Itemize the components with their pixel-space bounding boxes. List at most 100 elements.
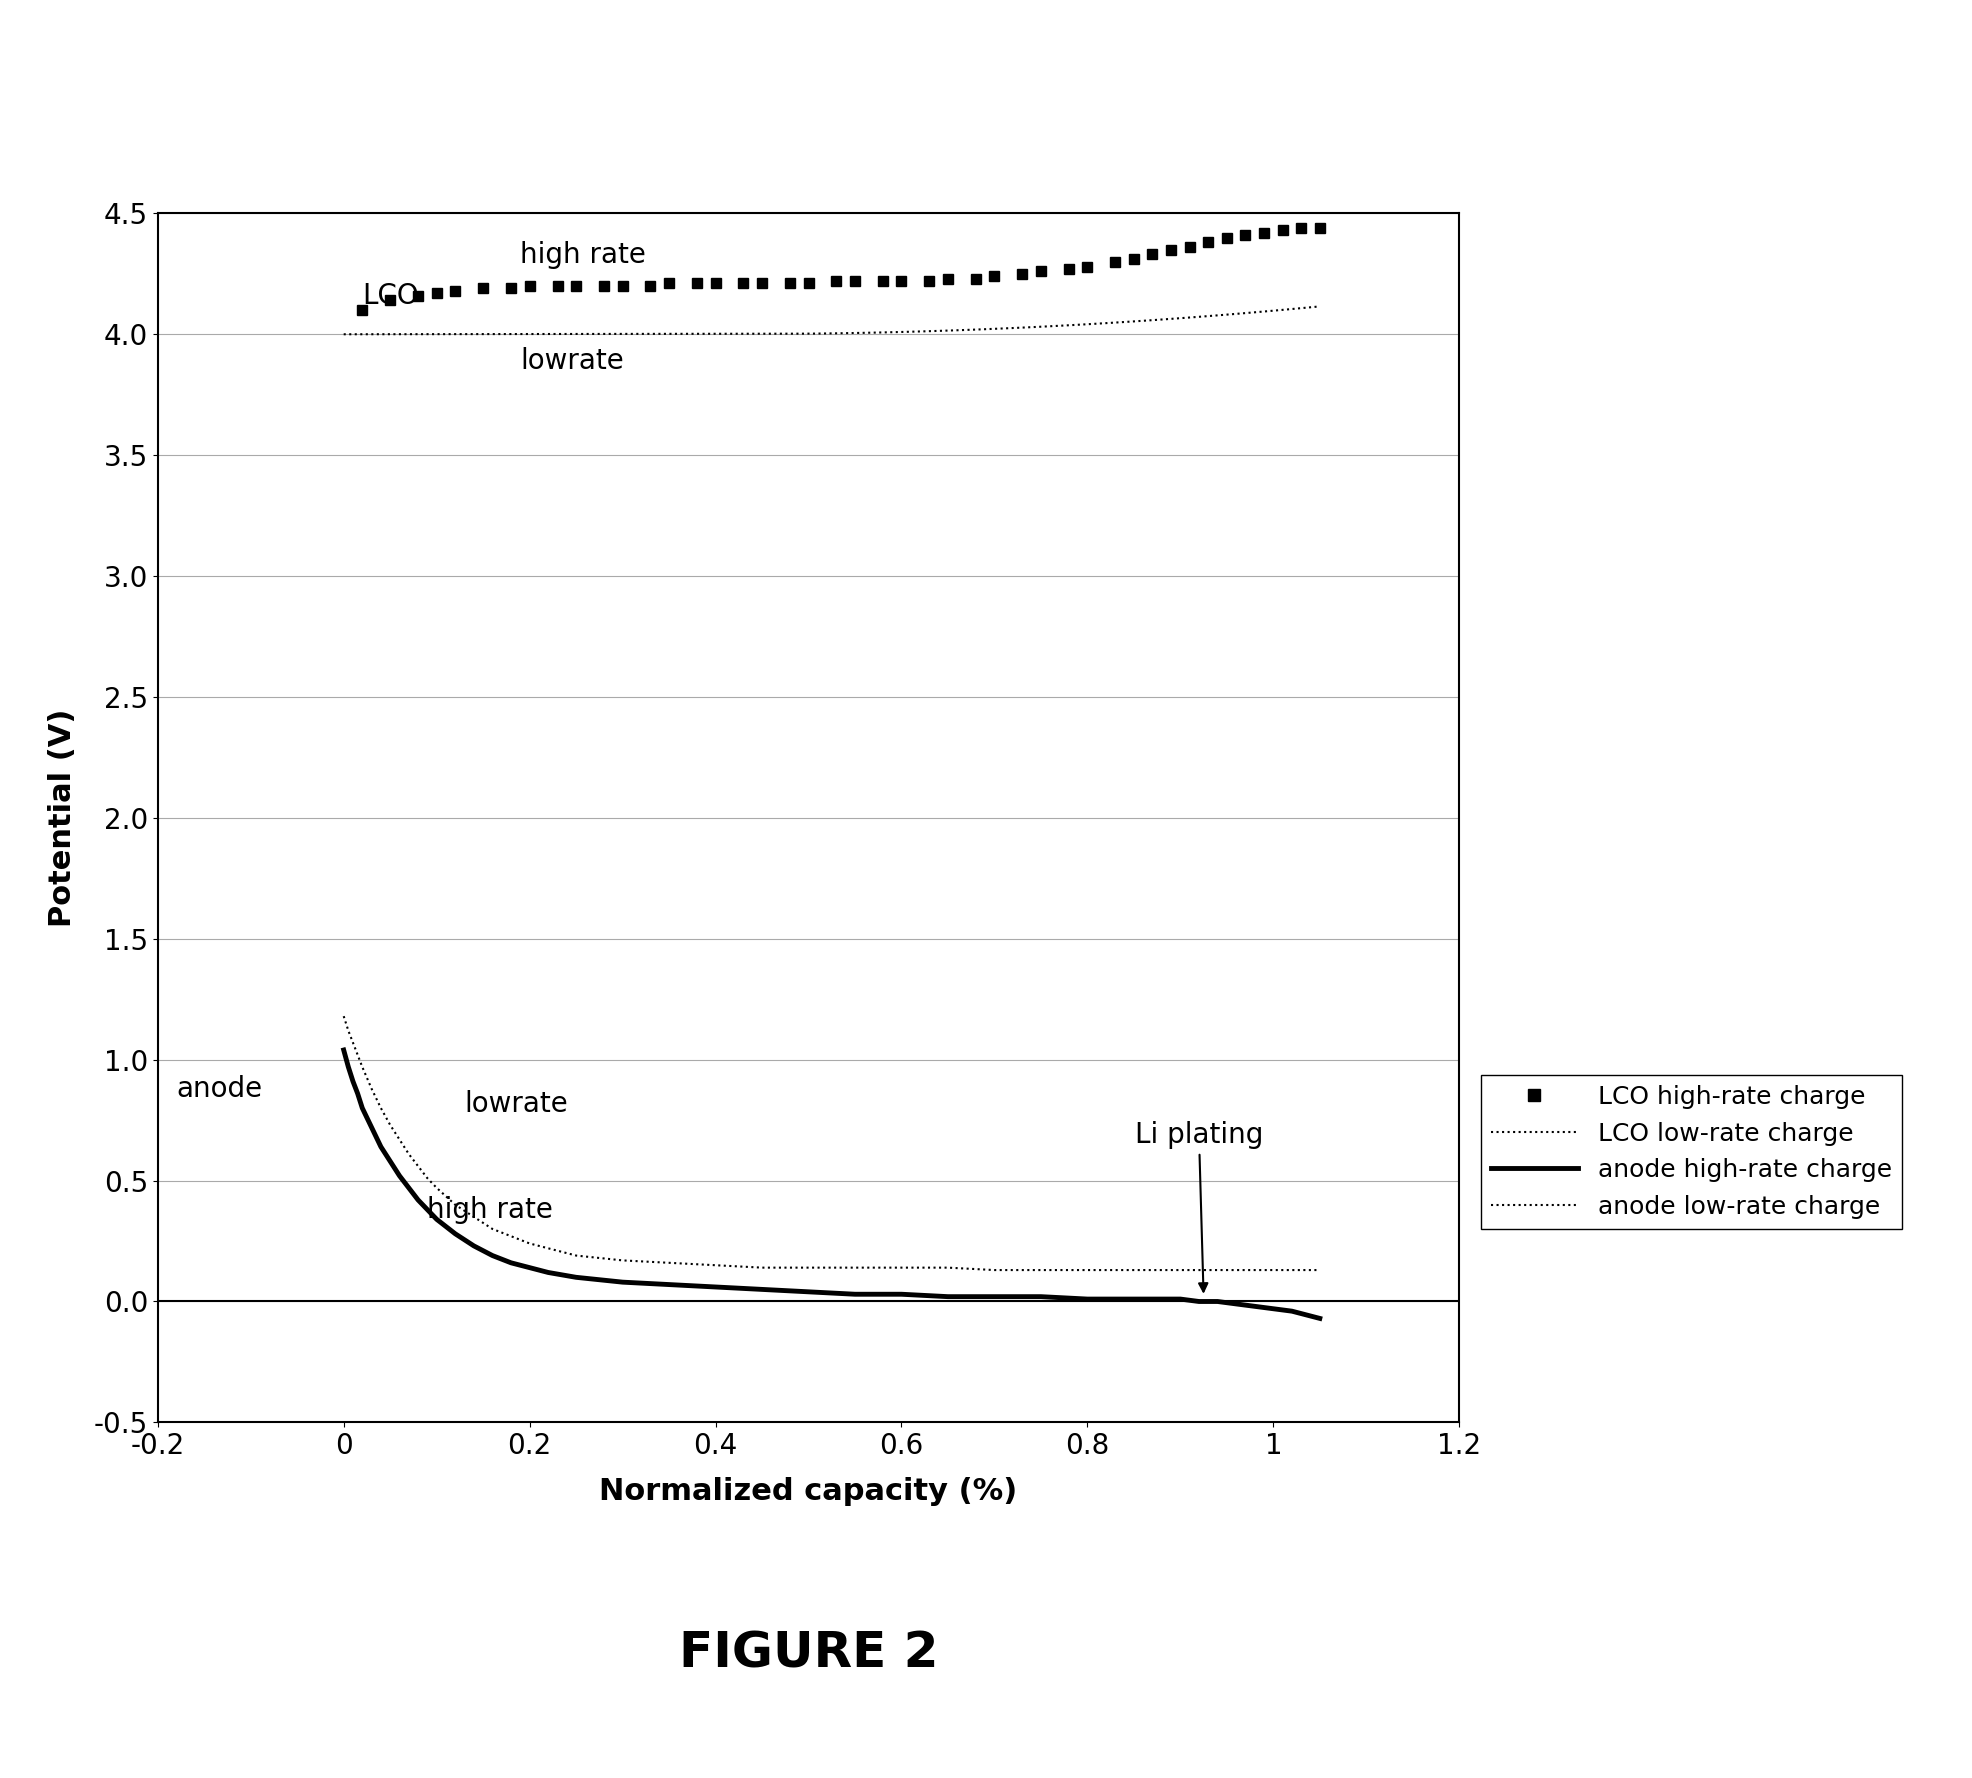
- anode high-rate charge: [749, 1278, 773, 1300]
- LCO high-rate charge: [351, 299, 375, 320]
- anode low-rate charge: [937, 1257, 960, 1278]
- LCO high-rate charge: [1234, 224, 1258, 245]
- LCO high-rate charge: [844, 270, 868, 292]
- LCO high-rate charge: [1122, 249, 1146, 270]
- LCO low-rate charge: [962, 318, 986, 340]
- anode high-rate charge: [416, 1198, 440, 1220]
- LCO low-rate charge: [1307, 295, 1331, 316]
- anode high-rate charge: [351, 1097, 375, 1118]
- anode high-rate charge: [982, 1285, 1006, 1307]
- anode high-rate charge: [611, 1271, 635, 1293]
- anode low-rate charge: [1262, 1259, 1286, 1280]
- anode low-rate charge: [379, 1115, 402, 1136]
- anode low-rate charge: [461, 1205, 485, 1227]
- anode low-rate charge: [416, 1168, 440, 1189]
- anode low-rate charge: [1225, 1259, 1248, 1280]
- LCO high-rate charge: [684, 272, 708, 293]
- anode high-rate charge: [481, 1245, 505, 1266]
- anode low-rate charge: [369, 1097, 392, 1118]
- anode low-rate charge: [1029, 1259, 1053, 1280]
- anode high-rate charge: [1029, 1285, 1053, 1307]
- LCO high-rate charge: [1160, 238, 1183, 260]
- anode low-rate charge: [1075, 1259, 1098, 1280]
- LCO high-rate charge: [379, 290, 402, 311]
- Text: FIGURE 2: FIGURE 2: [678, 1630, 939, 1677]
- LCO low-rate charge: [925, 320, 949, 341]
- LCO high-rate charge: [732, 272, 755, 293]
- LCO high-rate charge: [964, 268, 988, 290]
- LCO high-rate charge: [471, 277, 495, 299]
- LCO high-rate charge: [779, 272, 803, 293]
- LCO high-rate charge: [1057, 258, 1081, 279]
- anode low-rate charge: [424, 1177, 448, 1198]
- anode high-rate charge: [379, 1150, 402, 1172]
- LCO high-rate charge: [1252, 222, 1276, 244]
- anode low-rate charge: [844, 1257, 868, 1278]
- LCO high-rate charge: [564, 276, 588, 297]
- anode low-rate charge: [1242, 1259, 1266, 1280]
- LCO high-rate charge: [1215, 228, 1238, 249]
- anode low-rate charge: [1187, 1259, 1211, 1280]
- anode low-rate charge: [406, 1156, 430, 1177]
- anode high-rate charge: [406, 1189, 430, 1211]
- anode high-rate charge: [345, 1083, 369, 1104]
- anode high-rate charge: [424, 1209, 448, 1230]
- LCO high-rate charge: [1140, 244, 1163, 265]
- anode high-rate charge: [1150, 1289, 1173, 1310]
- anode high-rate charge: [1280, 1300, 1303, 1321]
- Text: high rate: high rate: [521, 242, 647, 268]
- LCO low-rate charge: [331, 324, 355, 345]
- anode low-rate charge: [345, 1044, 369, 1065]
- Text: LCO: LCO: [363, 283, 418, 309]
- anode low-rate charge: [1280, 1259, 1303, 1280]
- anode low-rate charge: [341, 1031, 365, 1053]
- LCO high-rate charge: [1177, 236, 1201, 258]
- Line: anode low-rate charge: anode low-rate charge: [343, 1017, 1319, 1269]
- LCO high-rate charge: [982, 265, 1006, 286]
- anode low-rate charge: [797, 1257, 820, 1278]
- anode high-rate charge: [499, 1252, 523, 1273]
- anode high-rate charge: [337, 1056, 361, 1077]
- anode low-rate charge: [1300, 1259, 1323, 1280]
- anode low-rate charge: [499, 1225, 523, 1246]
- LCO high-rate charge: [657, 272, 680, 293]
- LCO high-rate charge: [917, 270, 941, 292]
- anode high-rate charge: [1075, 1289, 1098, 1310]
- anode high-rate charge: [1307, 1309, 1331, 1330]
- Text: high rate: high rate: [428, 1197, 554, 1223]
- anode low-rate charge: [657, 1252, 680, 1273]
- anode low-rate charge: [982, 1259, 1006, 1280]
- LCO low-rate charge: [913, 320, 937, 341]
- anode high-rate charge: [519, 1257, 542, 1278]
- LCO high-rate charge: [889, 270, 913, 292]
- LCO high-rate charge: [592, 276, 615, 297]
- anode low-rate charge: [1150, 1259, 1173, 1280]
- LCO high-rate charge: [1307, 217, 1331, 238]
- Line: LCO high-rate charge: LCO high-rate charge: [357, 222, 1325, 315]
- anode low-rate charge: [611, 1250, 635, 1271]
- X-axis label: Normalized capacity (%): Normalized capacity (%): [599, 1478, 1018, 1506]
- LCO low-rate charge: [765, 324, 789, 345]
- anode high-rate charge: [1169, 1289, 1193, 1310]
- anode high-rate charge: [341, 1070, 365, 1092]
- Text: lowrate: lowrate: [465, 1090, 568, 1118]
- LCO high-rate charge: [1029, 261, 1053, 283]
- LCO high-rate charge: [872, 270, 895, 292]
- LCO low-rate charge: [1197, 306, 1221, 327]
- anode high-rate charge: [369, 1136, 392, 1157]
- anode low-rate charge: [481, 1218, 505, 1239]
- LCO high-rate charge: [406, 284, 430, 306]
- LCO low-rate charge: [1000, 318, 1023, 340]
- LCO high-rate charge: [797, 272, 820, 293]
- anode low-rate charge: [704, 1255, 728, 1277]
- LCO high-rate charge: [749, 272, 773, 293]
- anode high-rate charge: [889, 1284, 913, 1305]
- anode low-rate charge: [388, 1129, 412, 1150]
- anode low-rate charge: [1205, 1259, 1229, 1280]
- LCO high-rate charge: [611, 276, 635, 297]
- anode low-rate charge: [536, 1237, 560, 1259]
- Line: anode high-rate charge: anode high-rate charge: [343, 1051, 1319, 1319]
- anode high-rate charge: [388, 1165, 412, 1186]
- anode high-rate charge: [444, 1223, 467, 1245]
- Text: Li plating: Li plating: [1134, 1122, 1264, 1291]
